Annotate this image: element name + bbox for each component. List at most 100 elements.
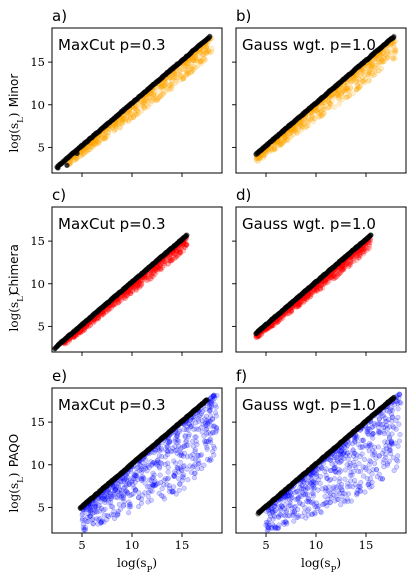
scatter-point-colored — [171, 473, 178, 480]
scatter-point-colored — [121, 294, 127, 300]
scatter-point-colored — [148, 91, 154, 97]
scatter-point-colored — [197, 58, 203, 64]
scatter-point-colored — [93, 138, 99, 144]
scatter-point-colored — [135, 281, 141, 287]
scatter-point-colored — [368, 64, 374, 70]
scatter-point-colored — [90, 144, 96, 150]
scatter-point-colored — [133, 106, 139, 112]
scatter-point-colored — [130, 491, 136, 497]
scatter-point-colored — [188, 65, 194, 72]
scatter-point-colored — [348, 85, 354, 91]
scatter-point-colored — [335, 89, 341, 95]
scatter-point-colored — [93, 137, 99, 143]
scatter-point-colored — [366, 68, 372, 74]
scatter-point-colored — [309, 113, 315, 119]
scatter-point-colored — [170, 71, 176, 78]
scatter-point-colored — [282, 134, 288, 140]
scatter-point-colored — [379, 56, 385, 63]
scatter-point-colored — [388, 42, 394, 49]
scatter-point-colored — [356, 85, 362, 91]
scatter-point-colored — [191, 58, 197, 64]
scatter-point-colored — [103, 133, 109, 139]
scatter-point-colored — [161, 262, 168, 268]
scatter-point-colored — [123, 117, 129, 123]
scatter-point-colored — [373, 56, 379, 62]
scatter-point-colored — [173, 254, 179, 260]
scatter-point-colored — [343, 84, 349, 91]
scatter-point-colored — [319, 112, 325, 118]
scatter-point-colored — [122, 119, 128, 125]
scatter-point-colored — [172, 70, 178, 76]
scatter-point-colored — [148, 90, 154, 96]
scatter-point-colored — [125, 289, 131, 295]
scatter-point-colored — [298, 127, 304, 133]
scatter-point-colored — [272, 147, 278, 153]
scatter-point-colored — [89, 141, 95, 148]
scatter-point-colored — [311, 116, 317, 122]
scatter-point-colored — [170, 76, 176, 82]
scatter-point-colored — [359, 74, 366, 80]
scatter-point-colored — [292, 125, 298, 131]
scatter-point-colored — [282, 135, 288, 141]
scatter-point-colored — [297, 123, 303, 129]
scatter-point-colored — [322, 100, 328, 106]
scatter-point-colored — [145, 104, 151, 110]
scatter-point-colored — [95, 139, 101, 145]
scatter-point-colored — [124, 293, 130, 299]
scatter-point-colored — [276, 142, 282, 148]
scatter-point-colored — [110, 302, 117, 308]
scatter-point-colored — [180, 242, 186, 248]
scatter-point-colored — [93, 141, 99, 147]
scatter-point-colored — [95, 315, 101, 321]
scatter-point-colored — [120, 503, 127, 509]
scatter-point-colored — [349, 78, 355, 84]
scatter-point-colored — [325, 105, 331, 111]
scatter-point-colored — [379, 50, 385, 56]
scatter-point-colored — [172, 469, 178, 475]
scatter-point-colored — [344, 86, 350, 92]
scatter-point-colored — [201, 55, 207, 61]
scatter-point-colored — [169, 257, 175, 263]
y-axis-label-a: log(sL) — [7, 113, 26, 153]
scatter-point-black — [74, 150, 80, 156]
scatter-point-colored — [162, 83, 168, 89]
scatter-point-colored — [116, 501, 122, 507]
scatter-point-colored — [209, 394, 215, 400]
scatter-point-colored — [289, 129, 295, 135]
scatter-point-colored — [86, 323, 92, 330]
scatter-point-colored — [102, 135, 108, 142]
scatter-point-colored — [203, 48, 209, 55]
scatter-point-colored — [333, 91, 339, 97]
scatter-point-colored — [159, 83, 165, 89]
scatter-point-colored — [369, 60, 375, 66]
y-tick-label: 5 — [38, 140, 45, 154]
scatter-point-colored — [376, 56, 382, 62]
scatter-point-colored — [317, 114, 323, 120]
scatter-point-colored — [73, 333, 79, 339]
scatter-point-colored — [200, 51, 206, 57]
scatter-point-colored — [203, 44, 209, 50]
scatter-point-black — [207, 33, 213, 40]
scatter-point-colored — [91, 320, 97, 326]
scatter-point-colored — [369, 62, 375, 68]
scatter-point-colored — [354, 82, 361, 88]
scatter-point-colored — [137, 284, 143, 290]
scatter-point-colored — [125, 289, 132, 295]
scatter-point-colored — [127, 290, 133, 296]
scatter-point-colored — [163, 84, 169, 90]
scatter-point-colored — [122, 295, 129, 301]
scatter-point-colored — [142, 274, 148, 280]
scatter-point-colored — [365, 71, 371, 78]
scatter-point-colored — [82, 146, 88, 153]
scatter-point-colored — [87, 146, 93, 152]
scatter-point-colored — [125, 111, 131, 117]
scatter-point-colored — [101, 310, 107, 316]
scatter-point-colored — [281, 135, 287, 141]
scatter-point-colored — [146, 95, 152, 101]
scatter-point-colored — [81, 150, 87, 156]
scatter-point-colored — [112, 300, 118, 306]
scatter-point-colored — [346, 88, 352, 94]
scatter-point-colored — [371, 72, 377, 78]
scatter-point-colored — [257, 154, 263, 161]
